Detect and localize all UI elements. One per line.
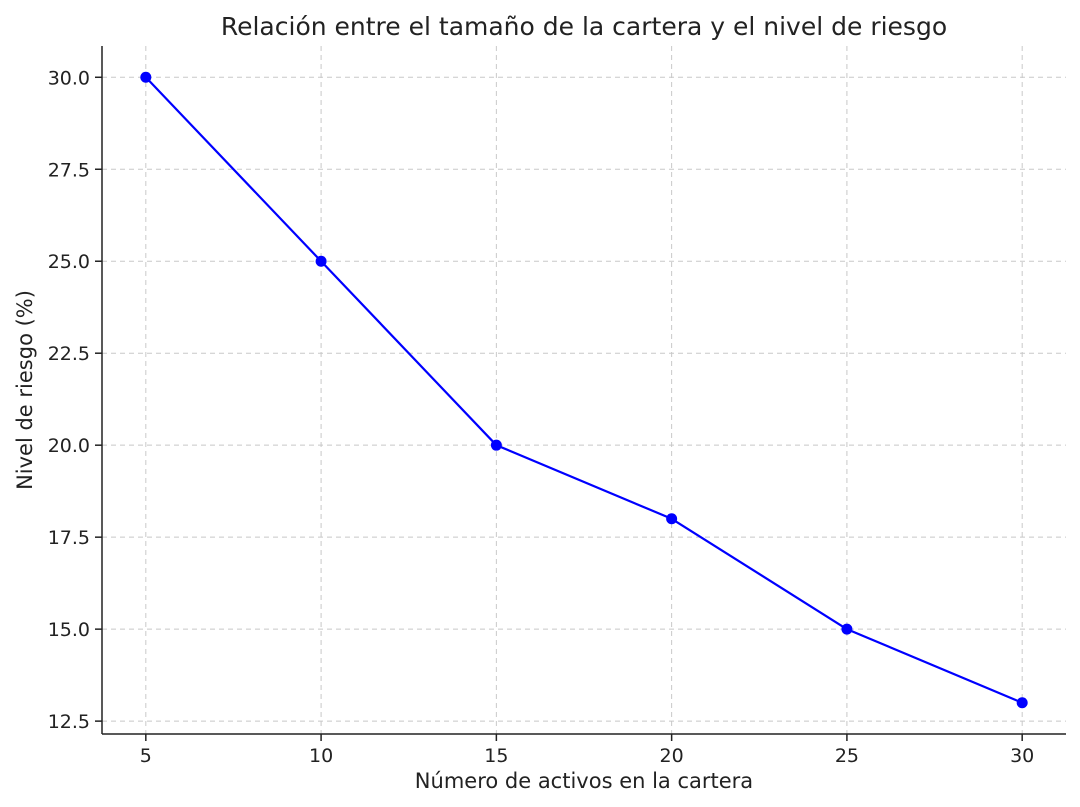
y-tick-label: 27.5 — [48, 159, 90, 181]
axes-layer — [101, 46, 1066, 735]
grid-layer — [102, 46, 1066, 734]
data-point — [666, 513, 678, 525]
x-axis-label: Número de activos en la cartera — [415, 769, 753, 793]
x-tick-label: 20 — [660, 745, 684, 767]
y-tick-label: 22.5 — [48, 343, 90, 365]
series-layer — [140, 71, 1028, 709]
x-tick-label: 25 — [835, 745, 859, 767]
y-tick-label: 20.0 — [48, 435, 90, 457]
data-point — [1016, 697, 1028, 709]
data-point — [841, 623, 853, 635]
data-point — [315, 255, 327, 267]
data-point — [490, 439, 502, 451]
x-tick-label: 5 — [140, 745, 152, 767]
y-tick-label: 25.0 — [48, 251, 90, 273]
ticks-layer: 5 10 15 20 25 30 12.5 15.0 17.5 20.0 22.5 25.0 27.5 3… — [48, 67, 1035, 767]
y-tick-label: 12.5 — [48, 711, 90, 733]
series-line — [145, 76, 1023, 704]
x-tick-label: 15 — [484, 745, 508, 767]
x-tick-label: 10 — [309, 745, 333, 767]
y-tick-label: 17.5 — [48, 527, 90, 549]
data-point — [140, 71, 152, 83]
y-axis-label: Nivel de riesgo (%) — [13, 290, 37, 490]
x-tick-label: 30 — [1010, 745, 1034, 767]
y-tick-label: 30.0 — [48, 67, 90, 89]
chart-title: Relación entre el tamaño de la cartera y… — [221, 12, 947, 41]
y-tick-label: 15.0 — [48, 619, 90, 641]
